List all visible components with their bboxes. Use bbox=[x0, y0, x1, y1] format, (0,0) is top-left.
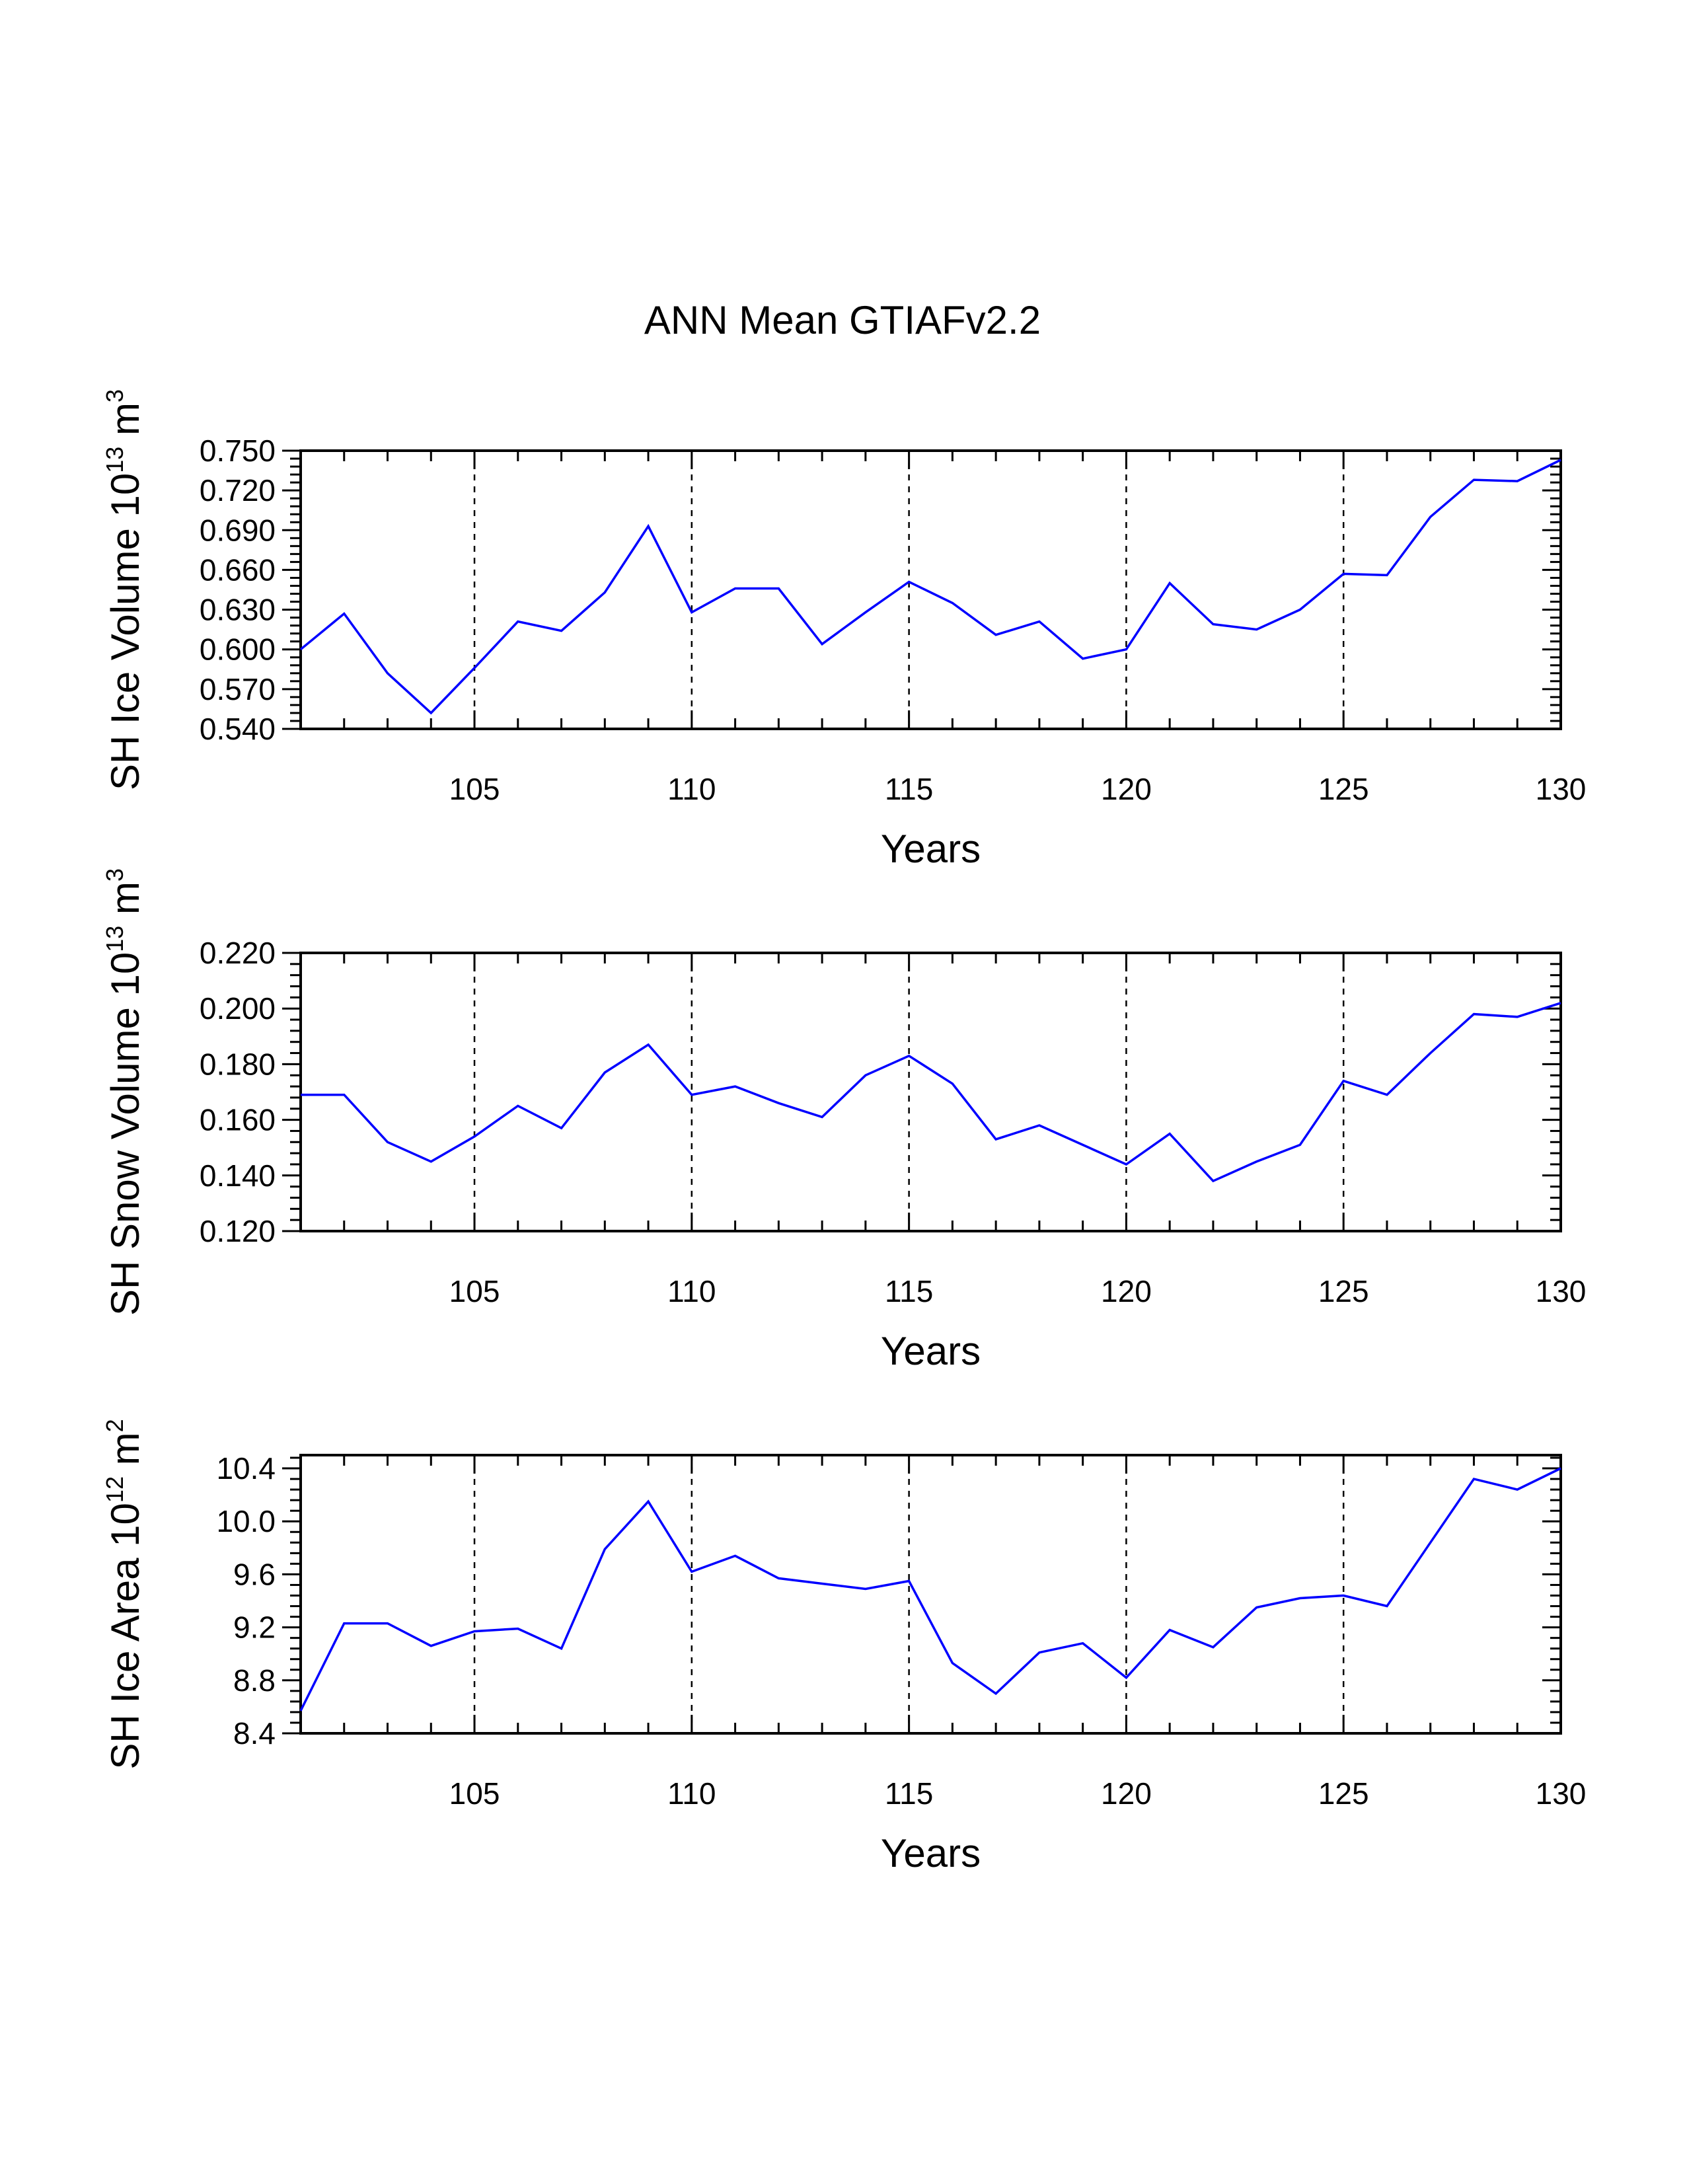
x-axis-label: Years bbox=[881, 1329, 981, 1373]
y-axis-label-exponent: 13 bbox=[101, 447, 128, 473]
x-tick-label: 110 bbox=[667, 1776, 716, 1811]
y-tick-label: 0.540 bbox=[200, 712, 276, 746]
x-tick-label: 125 bbox=[1318, 1274, 1369, 1308]
chart-panel-3: 105 110 115 120 125 130 8.4 8.8 9.2 9.6 10.0 10.4 Ye… bbox=[101, 1419, 1586, 1875]
chart-panel-2: 105 110 115 120 125 130 0.120 0.140 0.160 0.180 0.… bbox=[101, 868, 1586, 1373]
y-tick-label: 0.570 bbox=[200, 672, 276, 706]
x-axis-label: Years bbox=[881, 1831, 981, 1875]
y-tick-label: 0.160 bbox=[200, 1103, 276, 1137]
y-tick-label: 0.690 bbox=[200, 513, 276, 547]
x-tick-label: 125 bbox=[1318, 772, 1369, 806]
y-axis-label-unit-exponent: 2 bbox=[101, 1419, 128, 1432]
y-axis-label-text: SH Ice Volume 10 bbox=[103, 473, 147, 790]
x-tick-label: 110 bbox=[667, 772, 716, 806]
y-axis-label-unit: m bbox=[103, 1432, 147, 1476]
y-tick-label: 10.4 bbox=[216, 1451, 276, 1486]
chart-panel-1: 105 110 115 120 125 130 0.540 0.570 0.600 0.630 0.… bbox=[101, 389, 1586, 871]
x-tick-label: 130 bbox=[1536, 1776, 1587, 1811]
y-tick-label: 0.600 bbox=[200, 632, 276, 667]
y-axis-label-text: SH Snow Volume 10 bbox=[103, 952, 147, 1316]
x-tick-label: 125 bbox=[1318, 1776, 1369, 1811]
y-tick-label: 10.0 bbox=[216, 1504, 276, 1538]
y-axis-label-unit: m bbox=[103, 882, 147, 926]
y-tick-label: 9.6 bbox=[233, 1557, 276, 1591]
y-tick-label: 0.140 bbox=[200, 1158, 276, 1193]
x-tick-label: 110 bbox=[667, 1274, 716, 1308]
x-tick-label: 105 bbox=[449, 1274, 500, 1308]
x-tick-label: 115 bbox=[885, 1776, 933, 1811]
y-tick-label: 0.720 bbox=[200, 473, 276, 508]
y-tick-label: 0.220 bbox=[200, 936, 276, 970]
chart-title: ANN Mean GTIAFv2.2 bbox=[644, 298, 1041, 342]
y-tick-label: 0.660 bbox=[200, 552, 276, 587]
y-tick-label: 0.180 bbox=[200, 1047, 276, 1081]
y-axis-label: SH Ice Volume 1013 m3 bbox=[101, 389, 147, 790]
y-tick-label: 0.750 bbox=[200, 433, 276, 468]
y-tick-label: 0.200 bbox=[200, 991, 276, 1026]
x-axis-label: Years bbox=[881, 827, 981, 871]
x-tick-label: 120 bbox=[1101, 772, 1152, 806]
y-axis-label-text: SH Ice Area 10 bbox=[103, 1503, 147, 1770]
y-tick-label: 9.2 bbox=[233, 1610, 276, 1645]
y-tick-label: 0.630 bbox=[200, 593, 276, 627]
y-axis-label-exponent: 12 bbox=[101, 1476, 128, 1503]
series-line bbox=[301, 460, 1561, 713]
y-tick-label: 8.8 bbox=[233, 1663, 276, 1698]
y-axis-label-unit: m bbox=[103, 402, 147, 447]
y-axis-label: SH Snow Volume 1013 m3 bbox=[101, 868, 147, 1316]
y-tick-label: 0.120 bbox=[200, 1214, 276, 1248]
x-tick-label: 130 bbox=[1536, 1274, 1587, 1308]
y-axis-label-unit-exponent: 3 bbox=[101, 389, 128, 402]
series-line bbox=[301, 1468, 1561, 1711]
plot-frame bbox=[301, 953, 1561, 1231]
x-tick-label: 120 bbox=[1101, 1274, 1152, 1308]
plot-frame bbox=[301, 451, 1561, 729]
series-line bbox=[301, 1003, 1561, 1181]
x-tick-label: 115 bbox=[885, 772, 933, 806]
x-tick-label: 130 bbox=[1536, 772, 1587, 806]
x-tick-label: 115 bbox=[885, 1274, 933, 1308]
y-axis-label-unit-exponent: 3 bbox=[101, 868, 128, 882]
y-tick-label: 8.4 bbox=[233, 1716, 276, 1751]
x-tick-label: 105 bbox=[449, 772, 500, 806]
y-axis-label: SH Ice Area 1012 m2 bbox=[101, 1419, 147, 1769]
x-tick-label: 105 bbox=[449, 1776, 500, 1811]
plot-frame bbox=[301, 1455, 1561, 1733]
y-axis-label-exponent: 13 bbox=[101, 926, 128, 952]
x-tick-label: 120 bbox=[1101, 1776, 1152, 1811]
